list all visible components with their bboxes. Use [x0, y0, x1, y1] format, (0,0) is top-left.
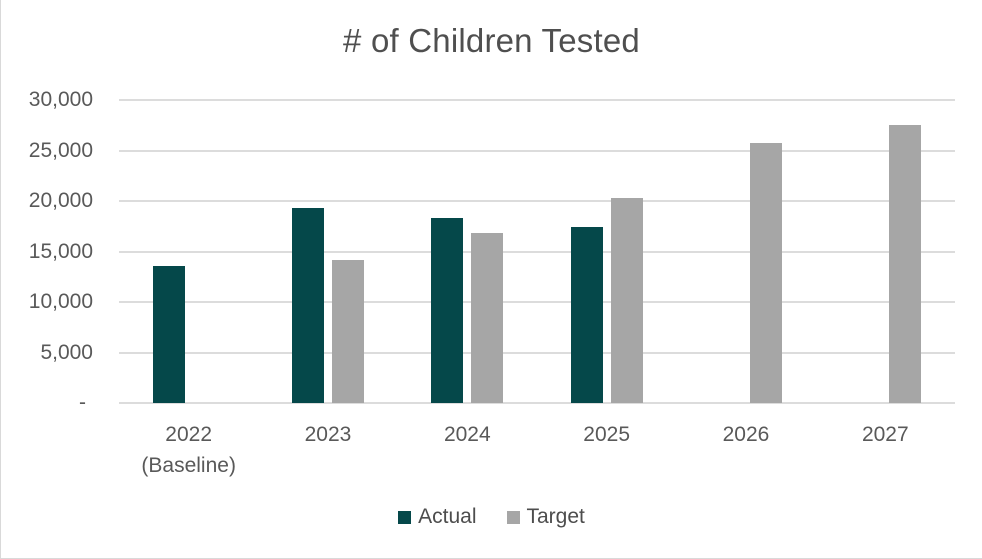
bar-slots	[119, 100, 955, 403]
bar-actual-2025[interactable]	[570, 227, 603, 403]
category-slot-2022	[119, 100, 258, 403]
bar-target-2027[interactable]	[889, 125, 922, 403]
gridline	[119, 200, 955, 202]
bar-target-2025[interactable]	[610, 197, 643, 403]
x-axis-label-2024: 2024	[443, 423, 491, 446]
bar-target-2024[interactable]	[471, 233, 504, 403]
bar-target-2026[interactable]	[749, 143, 782, 403]
x-axis-label-2025: 2025	[583, 423, 630, 446]
gridline	[119, 149, 955, 152]
y-axis: 30,000 25,000 20,000 15,000 10,000 5,000 -	[1, 88, 93, 414]
x-axis-label-2026: 2026	[722, 423, 770, 446]
x-axis: 2022 (Baseline) 2023 2024 2025 2026 2027	[119, 419, 955, 481]
category-slot-2026	[676, 100, 815, 403]
plot-area	[119, 99, 955, 404]
legend: Actual Target	[1, 505, 982, 529]
category-slot-2025	[537, 100, 676, 403]
bar-actual-2024[interactable]	[431, 218, 464, 403]
gridline	[119, 301, 955, 303]
y-tick-label: 20,000	[28, 189, 93, 212]
legend-swatch-target	[506, 510, 520, 524]
gridline	[119, 402, 955, 404]
legend-swatch-actual	[398, 510, 412, 524]
y-tick-label: 30,000	[28, 88, 93, 111]
x-axis-label-2022: 2022 (Baseline)	[119, 419, 258, 481]
legend-label-target: Target	[526, 505, 585, 528]
gridline	[119, 250, 955, 253]
bar-actual-2023[interactable]	[292, 208, 324, 403]
y-tick-label: 5,000	[40, 340, 93, 364]
y-tick-label: -	[79, 391, 86, 414]
gridline	[119, 99, 955, 101]
category-slot-2024	[398, 100, 537, 403]
category-slot-2027	[816, 100, 955, 403]
category-slot-2023	[258, 100, 397, 403]
y-tick-label: 25,000	[28, 138, 93, 162]
bar-target-2023[interactable]	[331, 259, 364, 403]
legend-item-actual[interactable]: Actual	[398, 505, 477, 529]
legend-label-actual: Actual	[418, 505, 477, 528]
bar-actual-2022[interactable]	[152, 265, 185, 403]
x-axis-label-2027: 2027	[861, 423, 909, 446]
legend-item-target[interactable]: Target	[506, 505, 585, 529]
gridline	[119, 351, 955, 354]
y-tick-label: 10,000	[28, 290, 93, 313]
y-tick-label: 15,000	[28, 239, 93, 263]
chart-title: # of Children Tested	[343, 22, 640, 59]
x-axis-label-2023: 2023	[304, 423, 352, 446]
x-axis-sublabel: (Baseline)	[141, 454, 236, 477]
